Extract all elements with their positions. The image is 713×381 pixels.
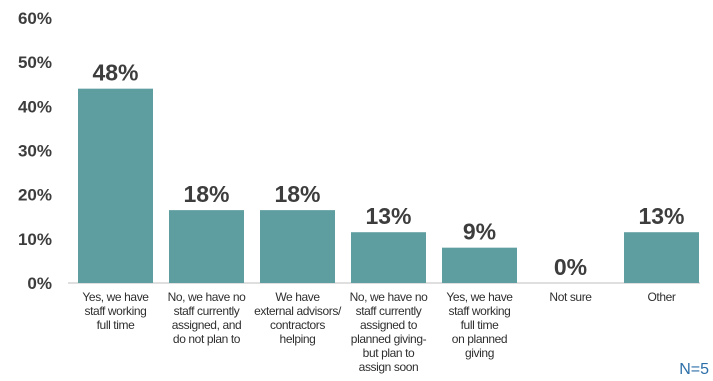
y-tick-label: 30% [18, 142, 52, 161]
x-category-label-line: do not plan to [173, 332, 241, 346]
data-label: 18% [183, 181, 229, 207]
y-tick-label: 20% [18, 186, 52, 205]
x-category-label: Yes, we have staff working full time [82, 290, 149, 332]
x-category-label-line: assign soon [359, 360, 419, 374]
x-category-label-line: external advisors/ [254, 304, 342, 318]
x-category-label-line: Not sure [549, 290, 592, 304]
data-label: 0% [554, 254, 587, 280]
bar [442, 247, 517, 283]
x-category-label-line: assigned, and [172, 318, 242, 332]
bar [78, 88, 153, 284]
bar [624, 232, 699, 283]
x-category-label-line: helping [280, 332, 316, 346]
x-category-label-line: contractors [270, 318, 325, 332]
x-category-label-line: staff currently [174, 304, 240, 318]
data-label: 13% [365, 203, 411, 229]
x-category-label-line: No, we have no [168, 290, 247, 304]
x-category-label-line: but plan to [363, 346, 415, 360]
y-tick-label: 0% [27, 274, 52, 293]
y-tick-label: 40% [18, 97, 52, 116]
x-category-label: No, we have no staff currently assigned to… [350, 290, 429, 374]
bar [260, 210, 335, 283]
y-tick-label: 10% [18, 230, 52, 249]
data-label: 9% [463, 219, 496, 245]
x-category-label-line: planned giving- [351, 332, 427, 346]
data-label: 18% [274, 181, 320, 207]
data-label: 13% [638, 203, 684, 229]
x-category-label-line: Yes, we have [82, 290, 149, 304]
x-category-label-line: staff currently [356, 304, 422, 318]
x-category-label-line: staff working [85, 304, 147, 318]
x-category-label-line: giving [465, 346, 494, 360]
x-category-label-line: assigned to [360, 318, 418, 332]
y-tick-label: 50% [18, 53, 52, 72]
x-category-label-line: Other [647, 290, 675, 304]
x-category-label-line: full time [461, 318, 499, 332]
bar [351, 232, 426, 283]
y-tick-label: 60% [18, 9, 52, 28]
x-category-label: Not sure [549, 290, 592, 304]
x-category-label: Other [647, 290, 675, 304]
x-category-label-line: We have [275, 290, 320, 304]
x-category-label-line: Yes, we have [446, 290, 513, 304]
data-label: 48% [92, 60, 138, 86]
x-category-label: Yes, we have staff working full time on pla… [446, 290, 513, 360]
sample-size-note: N=5 [679, 361, 709, 378]
x-category-label: We have external advisors/contractors help… [254, 290, 342, 346]
bar [169, 210, 244, 283]
x-category-label-line: No, we have no [350, 290, 429, 304]
x-category-label-line: full time [97, 318, 135, 332]
x-category-label-line: on planned [452, 332, 507, 346]
x-category-label: No, we have no staff currently assigned, a… [168, 290, 247, 346]
x-category-label-line: staff working [449, 304, 511, 318]
